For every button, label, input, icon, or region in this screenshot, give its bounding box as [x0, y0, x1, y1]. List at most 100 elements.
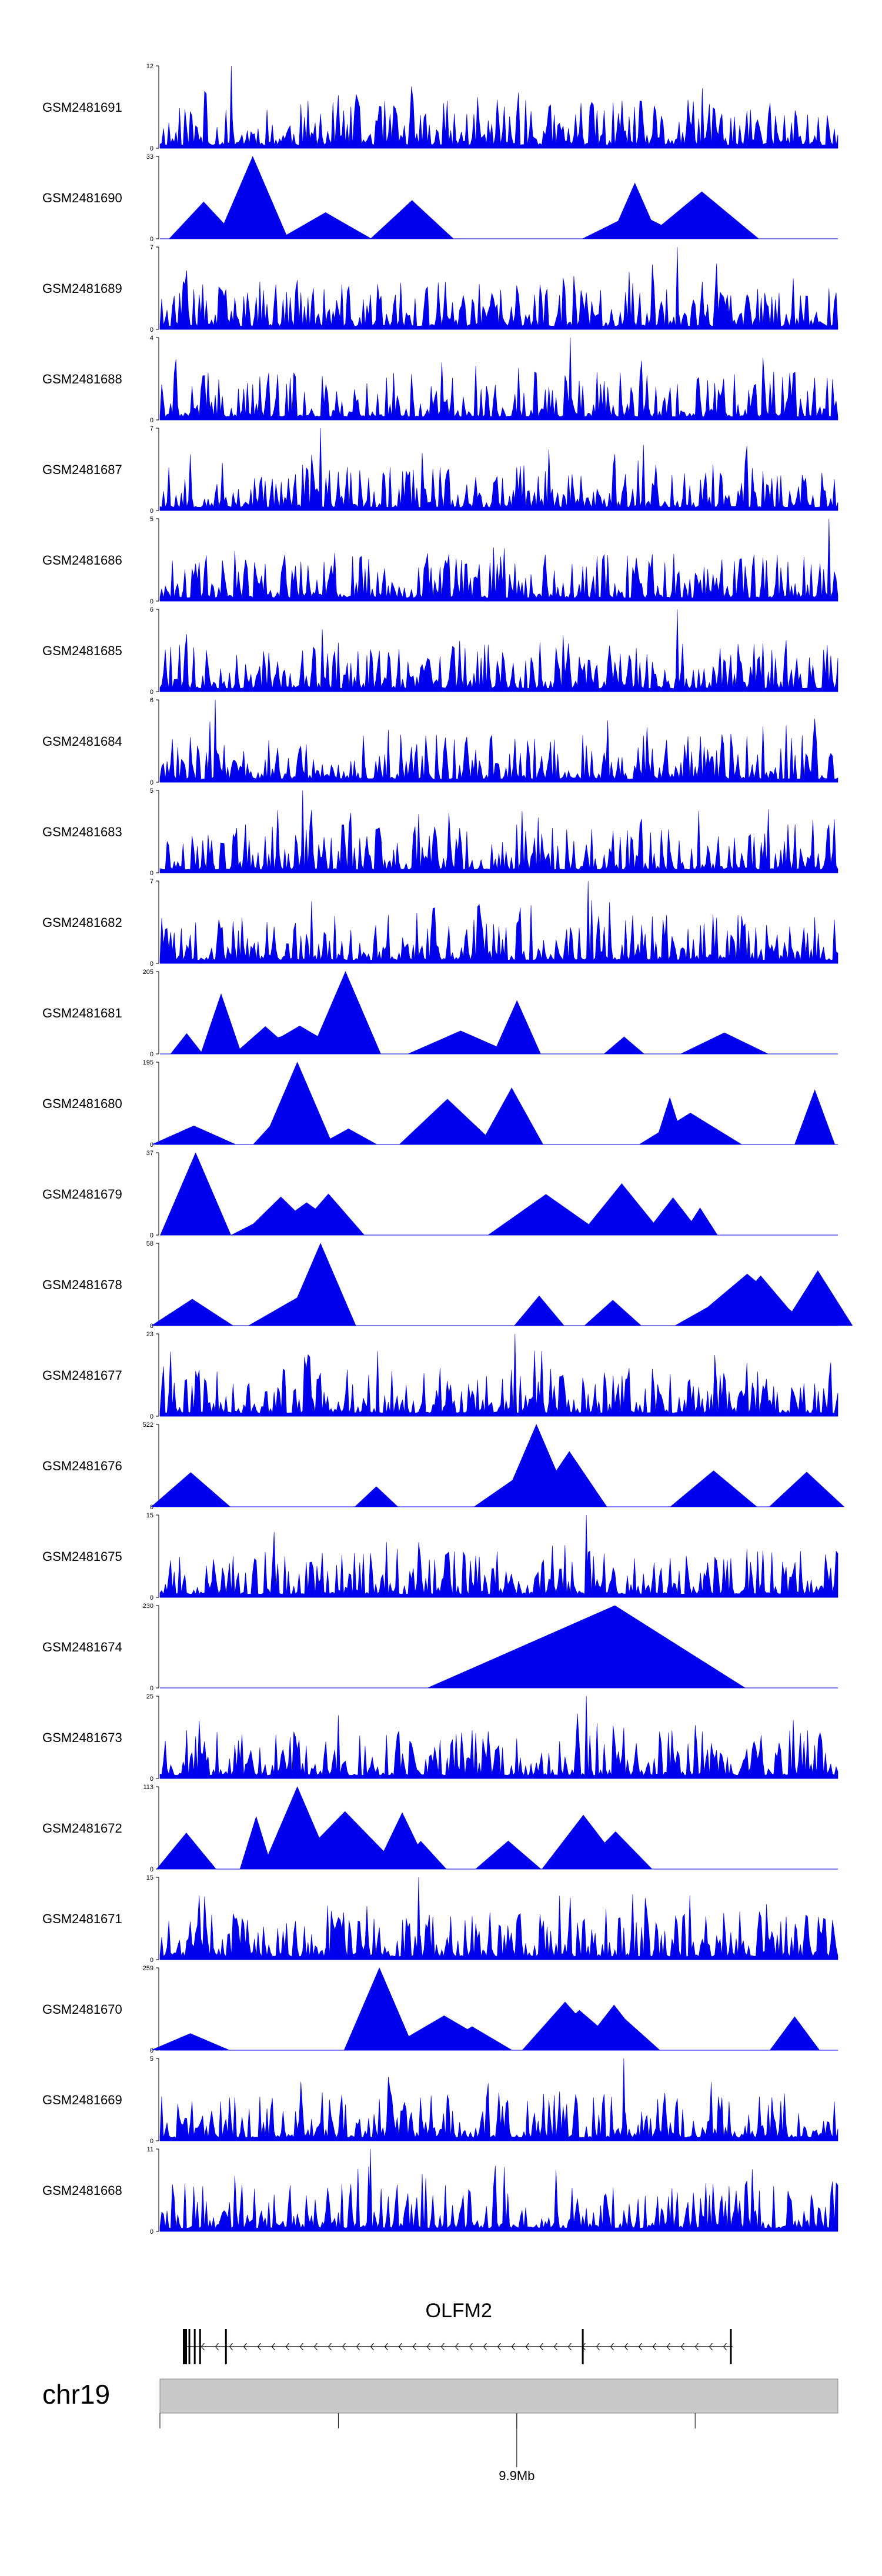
signal-area: [151, 1424, 845, 1507]
y-min-label: 0: [150, 1323, 153, 1330]
signal-area: [159, 880, 838, 964]
track-GSM2481674: GSM2481674 230 0: [42, 1603, 838, 1692]
strand-chevron: [539, 2343, 543, 2351]
y-min-label: 0: [150, 1866, 153, 1873]
track-GSM2481672: GSM2481672 113 0: [42, 1784, 838, 1873]
strand-chevron: [299, 2343, 303, 2351]
y-min-label: 0: [150, 145, 153, 152]
y-min-label: 0: [150, 960, 153, 967]
y-max-label: 4: [150, 335, 153, 342]
y-min-label: 0: [150, 1413, 153, 1420]
strand-chevron: [567, 2343, 572, 2351]
y-min-label: 0: [150, 2047, 153, 2054]
strand-chevron: [271, 2343, 275, 2351]
track-GSM2481671: GSM2481671 15 0: [42, 1874, 838, 1964]
y-min-label: 0: [150, 2138, 153, 2145]
track-label: GSM2481681: [42, 1006, 122, 1020]
y-min-label: 0: [150, 1142, 153, 1149]
strand-chevron: [313, 2343, 318, 2351]
track-GSM2481676: GSM2481676 522 0: [42, 1422, 845, 1511]
strand-chevron: [553, 2343, 557, 2351]
track-label: GSM2481678: [42, 1277, 122, 1292]
gene-exon: [225, 2329, 227, 2364]
y-min-label: 0: [150, 1594, 153, 1601]
strand-chevron: [680, 2343, 684, 2351]
strand-chevron: [215, 2343, 219, 2351]
track-label: GSM2481680: [42, 1096, 122, 1111]
track-label: GSM2481690: [42, 191, 122, 205]
signal-area: [159, 518, 838, 602]
strand-chevron: [201, 2343, 205, 2351]
signal-area: [159, 699, 838, 783]
signal-area: [159, 246, 838, 330]
track-label: GSM2481671: [42, 1911, 122, 1926]
track-GSM2481669: GSM2481669 5 0: [42, 2056, 838, 2145]
track-label: GSM2481669: [42, 2093, 122, 2107]
signal-area: [169, 156, 760, 239]
signal-area: [159, 1696, 838, 1779]
strand-chevron: [694, 2343, 699, 2351]
signal-area: [159, 609, 838, 692]
strand-chevron: [328, 2343, 332, 2351]
y-max-label: 25: [146, 1693, 153, 1700]
y-max-label: 6: [150, 697, 153, 704]
strand-chevron: [398, 2343, 402, 2351]
strand-chevron: [469, 2343, 473, 2351]
track-label: GSM2481673: [42, 1730, 122, 1745]
strand-chevron: [525, 2343, 529, 2351]
track-GSM2481677: GSM2481677 23 0: [42, 1331, 838, 1420]
signal-area: [159, 1877, 838, 1960]
track-GSM2481668: GSM2481668 11 0: [42, 2146, 838, 2235]
y-max-label: 230: [143, 1603, 153, 1610]
gene-exon: [193, 2329, 196, 2364]
track-label: GSM2481679: [42, 1187, 122, 1202]
strand-chevron: [370, 2343, 374, 2351]
track-GSM2481690: GSM2481690 33 0: [42, 154, 838, 243]
signal-area: [159, 1514, 838, 1598]
y-max-label: 113: [143, 1784, 153, 1791]
strand-chevron: [610, 2343, 614, 2351]
track-label: GSM2481676: [42, 1459, 122, 1473]
track-label: GSM2481684: [42, 734, 122, 749]
signal-area: [170, 971, 769, 1055]
strand-chevron: [666, 2343, 670, 2351]
strand-chevron: [412, 2343, 416, 2351]
y-min-label: 0: [150, 689, 153, 696]
y-min-label: 0: [150, 326, 153, 333]
signal-area: [159, 1333, 838, 1417]
track-GSM2481670: GSM2481670 259 0: [42, 1965, 838, 2054]
gene-model: OLFM2: [182, 2300, 733, 2364]
signal-area: [159, 2148, 838, 2232]
gene-name: OLFM2: [426, 2300, 492, 2322]
track-label: GSM2481670: [42, 2002, 122, 2017]
strand-chevron: [257, 2343, 261, 2351]
y-max-label: 522: [143, 1422, 153, 1429]
track-label: GSM2481687: [42, 462, 122, 477]
y-min-label: 0: [150, 417, 153, 424]
track-label: GSM2481691: [42, 100, 122, 115]
y-max-label: 7: [150, 244, 153, 251]
y-max-label: 33: [146, 154, 153, 161]
y-min-label: 0: [150, 236, 153, 243]
signal-area: [151, 1967, 820, 2051]
track-label: GSM2481675: [42, 1549, 122, 1564]
y-min-label: 0: [150, 508, 153, 515]
signal-area: [160, 1152, 718, 1236]
y-max-label: 195: [143, 1059, 153, 1066]
strand-chevron: [624, 2343, 628, 2351]
strand-chevron: [285, 2343, 289, 2351]
signal-area: [151, 1243, 853, 1326]
y-max-label: 7: [150, 878, 153, 885]
track-label: GSM2481674: [42, 1640, 122, 1654]
track-label: GSM2481668: [42, 2183, 122, 2198]
chromosome-name: chr19: [42, 2379, 110, 2410]
strand-chevron: [342, 2343, 346, 2351]
gene-exon: [199, 2329, 201, 2364]
y-min-label: 0: [150, 1957, 153, 1964]
gene-exon: [730, 2329, 732, 2364]
track-GSM2481684: GSM2481684 6 0: [42, 697, 838, 786]
track-label: GSM2481683: [42, 825, 122, 839]
strand-chevron: [483, 2343, 487, 2351]
track-GSM2481686: GSM2481686 5 0: [42, 516, 838, 605]
track-GSM2481681: GSM2481681 205 0: [42, 969, 838, 1058]
